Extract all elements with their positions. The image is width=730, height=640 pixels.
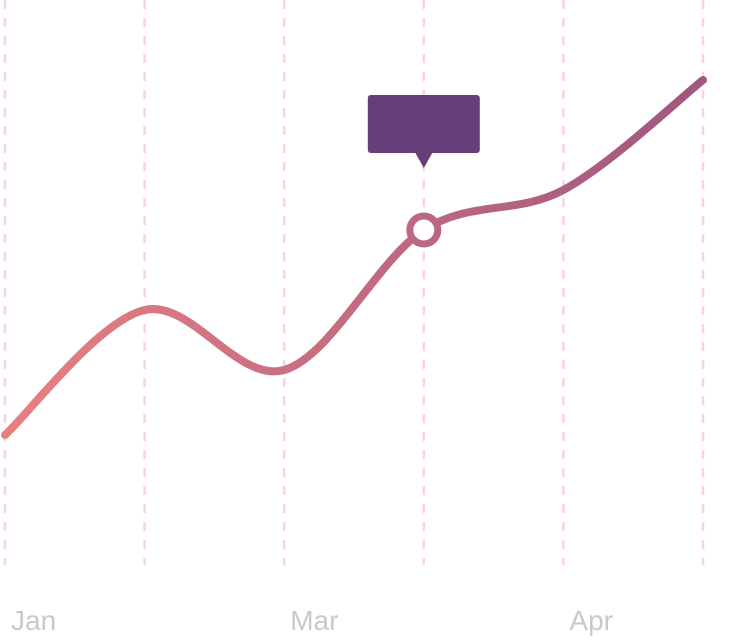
tooltip bbox=[367, 95, 480, 153]
line bbox=[1, 76, 707, 439]
x-tick-label: Jan bbox=[11, 605, 56, 636]
x-tick-label: Mar bbox=[290, 605, 338, 636]
highlight-point bbox=[406, 212, 442, 248]
x-tick-label: Apr bbox=[569, 605, 613, 636]
tooltip-pointer bbox=[414, 152, 433, 168]
